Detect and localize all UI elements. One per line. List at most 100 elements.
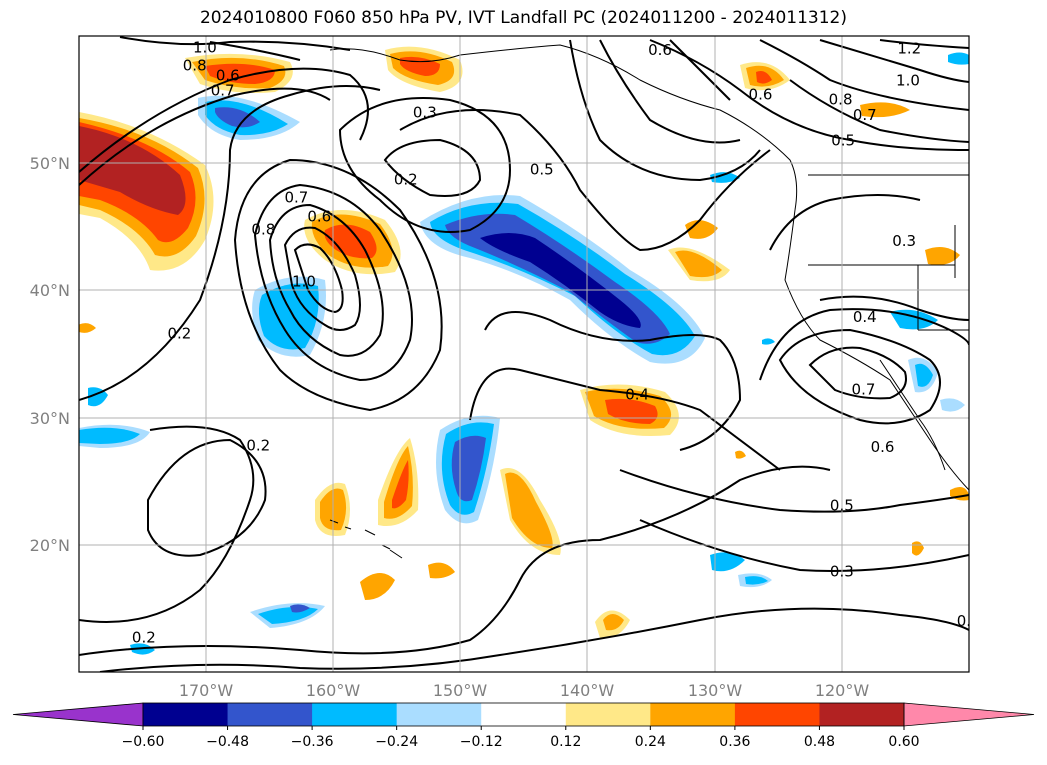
colorbar-segment <box>227 703 313 726</box>
contour-line <box>99 607 969 672</box>
contour-line <box>569 39 761 182</box>
contour-line <box>79 85 381 401</box>
contour-line <box>759 308 969 381</box>
pv-positive-region <box>756 71 772 84</box>
colorbar-segment <box>650 703 736 726</box>
pv-positive-region <box>675 250 722 278</box>
pv-negative-region <box>762 338 775 345</box>
colorbar-tick-label: −0.24 <box>375 734 418 750</box>
contour-line <box>79 465 831 656</box>
pv-positive-region <box>392 460 409 509</box>
coastline-baja <box>879 359 946 471</box>
contour-label: 0.7 <box>853 106 877 124</box>
contour-label: 0.5 <box>830 496 854 514</box>
pv-negative-region <box>915 363 933 387</box>
lon-label: 150°W <box>433 681 488 700</box>
lat-label: 20°N <box>30 536 70 555</box>
map-area: 1.00.80.60.70.30.20.70.60.81.00.20.50.6 1… <box>79 36 971 672</box>
lat-label: 50°N <box>30 154 70 173</box>
contour-label: 0.5 <box>530 161 554 179</box>
contour-labels: 1.00.80.60.70.30.20.70.60.81.00.20.50.6 1… <box>132 38 971 647</box>
colorbar-segment <box>143 703 229 726</box>
contour-line <box>789 79 969 143</box>
lon-label: 120°W <box>815 681 870 700</box>
contour-label: 0.5 <box>831 131 855 149</box>
ivt-contours <box>79 36 969 672</box>
contour-line <box>79 425 255 623</box>
contour-line <box>383 138 482 197</box>
colorbar-segment <box>734 703 820 726</box>
pv-negative-region <box>215 107 260 128</box>
contour-label: 0. <box>957 612 971 630</box>
pv-positive-region <box>79 323 96 333</box>
contour-line <box>649 39 969 151</box>
contour-line <box>819 295 969 321</box>
contour-line <box>253 183 413 382</box>
colorbar: −0.60 −0.48 −0.36 −0.24 −0.12 0.12 0.24 0.36 0.4… <box>12 702 1035 750</box>
contour-line <box>79 67 369 173</box>
contour-label: 0.4 <box>853 308 877 326</box>
contour-line <box>669 39 731 101</box>
contour-line <box>619 469 969 513</box>
pv-positive-region <box>324 224 377 259</box>
contour-label: 0.3 <box>830 563 854 581</box>
coastline-west-coast <box>784 209 969 491</box>
pv-positive-region <box>428 562 455 579</box>
pv-positive-region <box>685 220 718 239</box>
map-title: 2024010800 F060 850 hPa PV, IVT Landfall… <box>199 8 847 28</box>
contour-label: 0.6 <box>648 41 672 59</box>
contour-label: 1.2 <box>897 40 921 58</box>
hawaii-islands <box>329 519 403 559</box>
contour-label: 0.3 <box>413 103 437 121</box>
contour-label: 0.2 <box>246 437 270 455</box>
contour-label: 0.6 <box>216 66 240 84</box>
contour-line <box>233 158 443 412</box>
pv-positive-region <box>735 450 746 459</box>
colorbar-extend-max <box>903 702 1035 727</box>
pv-positive-region <box>360 572 395 600</box>
contour-label: 0.3 <box>892 232 916 250</box>
lat-label: 40°N <box>30 281 70 300</box>
colorbar-tick-label: 0.36 <box>719 734 750 750</box>
map-frame <box>78 35 970 673</box>
coastline-alaska <box>329 44 798 211</box>
contour-label: 0.7 <box>284 189 308 207</box>
contour-label: 0.2 <box>168 325 192 343</box>
colorbar-segment <box>565 703 651 726</box>
contour-label: 0.4 <box>625 386 649 404</box>
colorbar-segment <box>396 703 482 726</box>
contour-label: 1.0 <box>193 38 217 56</box>
pv-negative-region <box>290 604 310 613</box>
colorbar-tick-label: 0.12 <box>550 734 581 750</box>
contour-line <box>879 39 969 49</box>
contour-label: 0.2 <box>132 629 156 647</box>
contour-label: 1.0 <box>292 272 316 290</box>
contour-line <box>469 367 781 471</box>
pv-negative-region <box>940 398 965 412</box>
pv-negative-region <box>710 552 745 572</box>
contour-label: 0.8 <box>183 56 207 74</box>
contour-line <box>268 203 384 357</box>
pv-shading <box>79 46 969 655</box>
lon-label: 130°W <box>688 681 743 700</box>
colorbar-frame <box>142 702 905 727</box>
contour-line <box>819 39 969 83</box>
lon-label: 160°W <box>306 681 361 700</box>
contour-label: 0.6 <box>871 438 895 456</box>
pv-positive-region <box>925 246 960 265</box>
contour-line <box>338 97 512 233</box>
pv-negative-region <box>79 427 140 444</box>
lon-label: 140°W <box>560 681 615 700</box>
contour-label: 0.2 <box>394 171 418 189</box>
graticule <box>79 36 969 672</box>
colorbar-tick-label: 0.48 <box>804 734 835 750</box>
contour-label: 0.7 <box>852 381 876 399</box>
pv-negative-region <box>258 283 319 350</box>
contour-line <box>778 328 941 425</box>
pv-positive-region <box>79 126 186 215</box>
colorbar-tick-label: −0.36 <box>291 734 334 750</box>
colorbar-segment <box>481 703 567 726</box>
pv-positive-region <box>205 63 275 84</box>
pv-positive-region <box>860 102 910 118</box>
